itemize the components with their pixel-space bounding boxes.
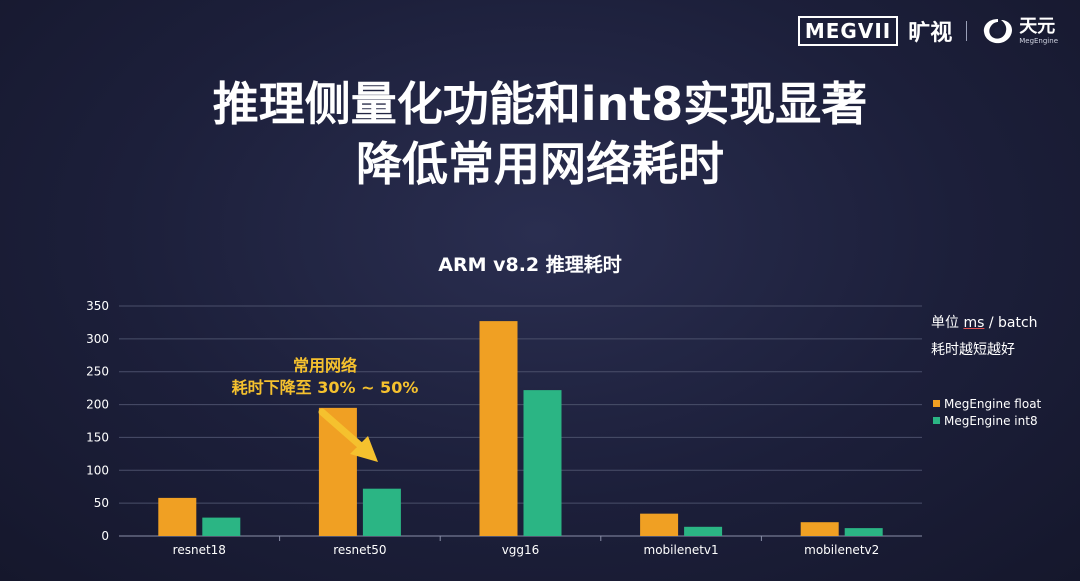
legend-item-float: MegEngine float	[933, 395, 1041, 412]
note-label: 耗时越短越好	[931, 342, 1015, 358]
logo-divider	[966, 21, 968, 41]
y-tick-label: 300	[86, 332, 109, 346]
slide-title-line2: 降低常用网络耗时	[356, 137, 724, 191]
unit-label: 单位 ms / batch	[931, 313, 1038, 333]
slide-title-line1: 推理侧量化功能和int8实现显著	[212, 77, 868, 131]
annotation-line1: 常用网络	[292, 356, 357, 375]
legend-swatch-int8	[933, 417, 940, 424]
tianyuan-logo-text: 天元	[1019, 15, 1056, 37]
legend: MegEngine float MegEngine int8	[933, 395, 1041, 429]
annotation-arrow-shaft	[318, 408, 366, 451]
unit-prefix: 单位	[931, 315, 964, 331]
legend-label-float: MegEngine float	[944, 396, 1042, 411]
y-tick-label: 0	[101, 529, 109, 543]
legend-label-int8: MegEngine int8	[944, 413, 1038, 428]
x-tick-label: mobilenetv2	[804, 543, 879, 557]
logo-bar: MEGVII 旷视 天元 MegEngine	[797, 14, 1058, 48]
y-tick-label: 350	[86, 299, 109, 313]
legend-item-int8: MegEngine int8	[933, 412, 1041, 429]
x-tick-label: mobilenetv1	[644, 543, 719, 557]
slide-title: 推理侧量化功能和int8实现显著 降低常用网络耗时	[0, 74, 1080, 194]
y-tick-label: 50	[94, 496, 109, 510]
bar-float-vgg16	[479, 321, 518, 536]
megengine-swirl-icon	[984, 19, 1013, 44]
megengine-logo: 天元 MegEngine	[981, 16, 1058, 46]
bar-int8-mobilenetv2	[844, 528, 883, 536]
megengine-logo-text: MegEngine	[1019, 36, 1058, 45]
annotation-text: 常用网络 耗时下降至 30% ~ 50%	[215, 355, 435, 399]
bar-float-mobilenetv1	[640, 513, 679, 536]
bar-int8-mobilenetv1	[684, 526, 723, 536]
annotation-arrow-head	[350, 436, 378, 462]
y-tick-label: 150	[86, 430, 109, 444]
x-tick-label: resnet50	[333, 543, 386, 557]
bar-int8-resnet18	[202, 517, 241, 536]
kuangshi-logo-text: 旷视	[908, 21, 953, 46]
y-tick-label: 100	[86, 463, 109, 477]
bar-int8-vgg16	[523, 390, 562, 536]
x-tick-label: vgg16	[502, 543, 540, 557]
unit-suffix: / batch	[984, 315, 1038, 331]
chart-title: ARM v8.2 推理耗时	[438, 254, 622, 276]
bar-int8-resnet50	[362, 488, 401, 536]
annotation-line2: 耗时下降至 30% ~ 50%	[231, 378, 419, 397]
bar-float-resnet18	[158, 497, 197, 536]
unit-ms: ms	[963, 315, 985, 331]
x-tick-label: resnet18	[173, 543, 226, 557]
megvii-logo: MEGVII	[797, 16, 899, 46]
y-tick-label: 250	[86, 365, 109, 379]
y-tick-label: 200	[86, 398, 109, 412]
bar-float-mobilenetv2	[800, 522, 839, 536]
legend-swatch-float	[933, 400, 940, 407]
